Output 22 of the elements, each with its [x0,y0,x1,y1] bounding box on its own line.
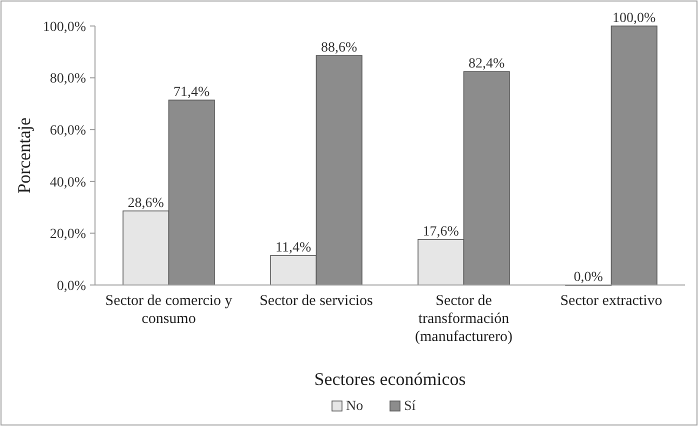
data-label: 88,6% [321,40,358,56]
y-tick-label: 20,0% [50,227,86,242]
y-axis-title: Porcentaje [14,118,34,194]
x-tick-label: Sector extractivo [560,293,662,309]
legend-label: Sí [404,399,416,414]
data-label: 100,0% [612,11,656,26]
x-tick-label: Sector de comercio y consumo [105,293,233,327]
y-tick-label: 40,0% [50,175,86,190]
y-tick-label: 80,0% [50,72,86,87]
data-label: 0,0% [574,270,604,285]
y-tick-label: 100,0% [42,20,86,35]
data-label: 17,6% [422,224,460,240]
data-label: 11,4% [276,240,312,256]
y-tick-label: 60,0% [50,124,86,138]
data-label: 82,4% [468,56,506,72]
y-tick-label: 0,0% [56,278,86,294]
x-tick-label: Sector de transformación (manufacturero) [415,293,512,345]
x-axis-title: Sectores económicos [314,369,466,389]
legend-label: No [346,399,364,414]
data-label: 71,4% [174,85,210,100]
data-label: 28,6% [128,196,164,211]
x-tick-label: Sector de servicios [260,293,374,309]
